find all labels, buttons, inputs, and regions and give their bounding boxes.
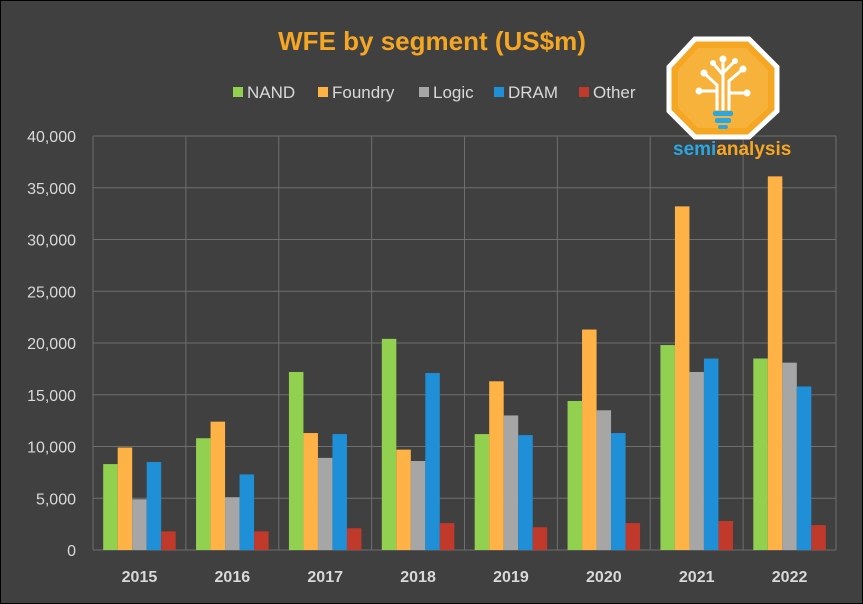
x-tick-label: 2022 bbox=[772, 569, 808, 586]
legend-label-nand: NAND bbox=[247, 83, 295, 102]
tree-lightbulb-icon bbox=[666, 36, 780, 140]
logo-word-analysis: analysis bbox=[716, 139, 791, 160]
x-tick-label: 2018 bbox=[400, 569, 436, 586]
y-tick-label: 35,000 bbox=[27, 181, 76, 198]
x-tick-label: 2019 bbox=[493, 569, 529, 586]
y-tick-label: 5,000 bbox=[36, 491, 76, 508]
y-tick-label: 0 bbox=[67, 543, 76, 560]
bar-foundry-2022 bbox=[767, 176, 783, 551]
bar-other-2016 bbox=[254, 531, 269, 550]
bar-dram-2021 bbox=[703, 358, 719, 550]
y-tick-label: 25,000 bbox=[27, 284, 76, 301]
bar-logic-2016 bbox=[225, 497, 240, 550]
bar-foundry-2019 bbox=[489, 381, 504, 550]
bar-foundry-2017 bbox=[303, 433, 318, 550]
bar-nand-2021 bbox=[660, 345, 675, 550]
bar-dram-2020 bbox=[611, 433, 626, 550]
bar-foundry-2015 bbox=[117, 447, 133, 550]
bar-other-2019 bbox=[532, 527, 548, 550]
bar-logic-2021 bbox=[689, 371, 704, 550]
y-tick-label: 10,000 bbox=[27, 440, 76, 457]
legend-swatch-dram bbox=[494, 87, 504, 97]
bar-logic-2020 bbox=[596, 410, 612, 550]
bar-nand-2015 bbox=[103, 464, 118, 550]
legend-swatch-other bbox=[579, 87, 589, 97]
bar-nand-2022 bbox=[753, 358, 768, 550]
x-tick-label: 2016 bbox=[215, 569, 251, 586]
logo-word-semi: semi bbox=[673, 139, 716, 160]
legend-swatch-foundry bbox=[318, 87, 328, 97]
semianalysis-logo: semianalysis bbox=[666, 36, 791, 160]
x-tick-label: 2020 bbox=[586, 569, 622, 586]
legend-label-other: Other bbox=[593, 83, 636, 102]
bar-dram-2022 bbox=[796, 386, 812, 550]
grid-lines bbox=[92, 135, 837, 551]
bar-other-2021 bbox=[718, 521, 733, 550]
bar-nand-2017 bbox=[288, 371, 304, 550]
y-tick-label: 30,000 bbox=[27, 233, 76, 250]
bar-foundry-2020 bbox=[582, 329, 597, 550]
bars bbox=[103, 176, 826, 551]
x-axis-ticks: 2015 2016 2017 2018 2019 2020 2021 2022 bbox=[122, 569, 808, 586]
y-axis-ticks: 0 5,000 10,000 15,000 20,000 25,000 30,000 35,0… bbox=[27, 129, 76, 560]
bar-logic-2015 bbox=[132, 499, 147, 550]
legend-label-foundry: Foundry bbox=[332, 83, 395, 102]
bar-nand-2018 bbox=[381, 338, 397, 550]
bar-foundry-2018 bbox=[396, 449, 411, 550]
bar-dram-2015 bbox=[146, 462, 162, 550]
chart-title: WFE by segment (US$m) bbox=[278, 26, 586, 56]
bar-other-2018 bbox=[439, 523, 455, 550]
legend: NAND Foundry Logic DRAM Other bbox=[233, 83, 636, 102]
legend-swatch-nand bbox=[233, 87, 243, 97]
y-tick-label: 15,000 bbox=[27, 388, 76, 405]
bar-foundry-2016 bbox=[210, 421, 226, 550]
bar-logic-2022 bbox=[782, 362, 797, 550]
bar-logic-2017 bbox=[317, 457, 333, 550]
legend-label-dram: DRAM bbox=[508, 83, 558, 102]
bar-other-2015 bbox=[161, 531, 176, 550]
bar-dram-2018 bbox=[425, 373, 440, 550]
bar-nand-2020 bbox=[567, 400, 583, 550]
svg-text:semianalysis: semianalysis bbox=[673, 139, 791, 160]
bar-dram-2016 bbox=[239, 474, 255, 550]
bar-other-2022 bbox=[811, 525, 826, 550]
legend-swatch-logic bbox=[419, 87, 429, 97]
x-tick-label: 2017 bbox=[307, 569, 343, 586]
bar-other-2017 bbox=[346, 528, 362, 550]
bar-logic-2019 bbox=[503, 415, 519, 550]
x-tick-label: 2021 bbox=[679, 569, 715, 586]
bar-other-2020 bbox=[625, 523, 641, 550]
legend-label-logic: Logic bbox=[433, 83, 474, 102]
y-tick-label: 20,000 bbox=[27, 336, 76, 353]
bar-nand-2019 bbox=[474, 434, 490, 550]
y-tick-label: 40,000 bbox=[27, 129, 76, 146]
x-tick-label: 2015 bbox=[122, 569, 158, 586]
bar-logic-2018 bbox=[410, 460, 426, 550]
bar-nand-2016 bbox=[196, 438, 211, 550]
bar-foundry-2021 bbox=[674, 206, 690, 550]
bar-dram-2019 bbox=[518, 435, 533, 550]
bar-dram-2017 bbox=[332, 434, 347, 550]
